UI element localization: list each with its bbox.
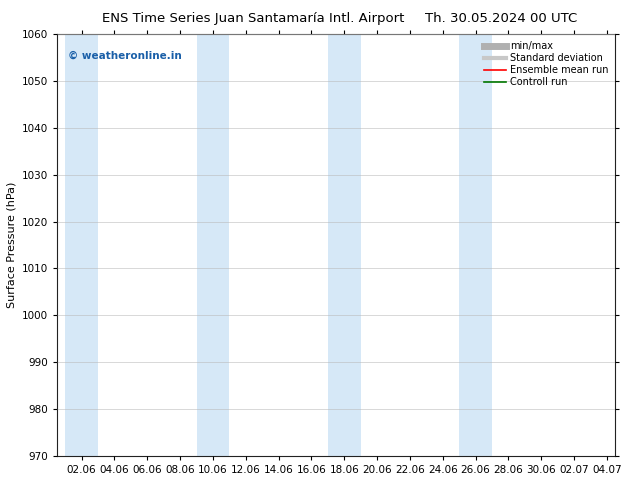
Text: © weatheronline.in: © weatheronline.in xyxy=(68,51,182,61)
Legend: min/max, Standard deviation, Ensemble mean run, Controll run: min/max, Standard deviation, Ensemble me… xyxy=(482,39,610,89)
Y-axis label: Surface Pressure (hPa): Surface Pressure (hPa) xyxy=(6,182,16,308)
Bar xyxy=(328,34,361,456)
Bar xyxy=(65,34,98,456)
Text: ENS Time Series Juan Santamaría Intl. Airport: ENS Time Series Juan Santamaría Intl. Ai… xyxy=(103,12,404,25)
Text: Th. 30.05.2024 00 UTC: Th. 30.05.2024 00 UTC xyxy=(425,12,577,25)
Bar xyxy=(459,34,492,456)
Bar xyxy=(197,34,230,456)
